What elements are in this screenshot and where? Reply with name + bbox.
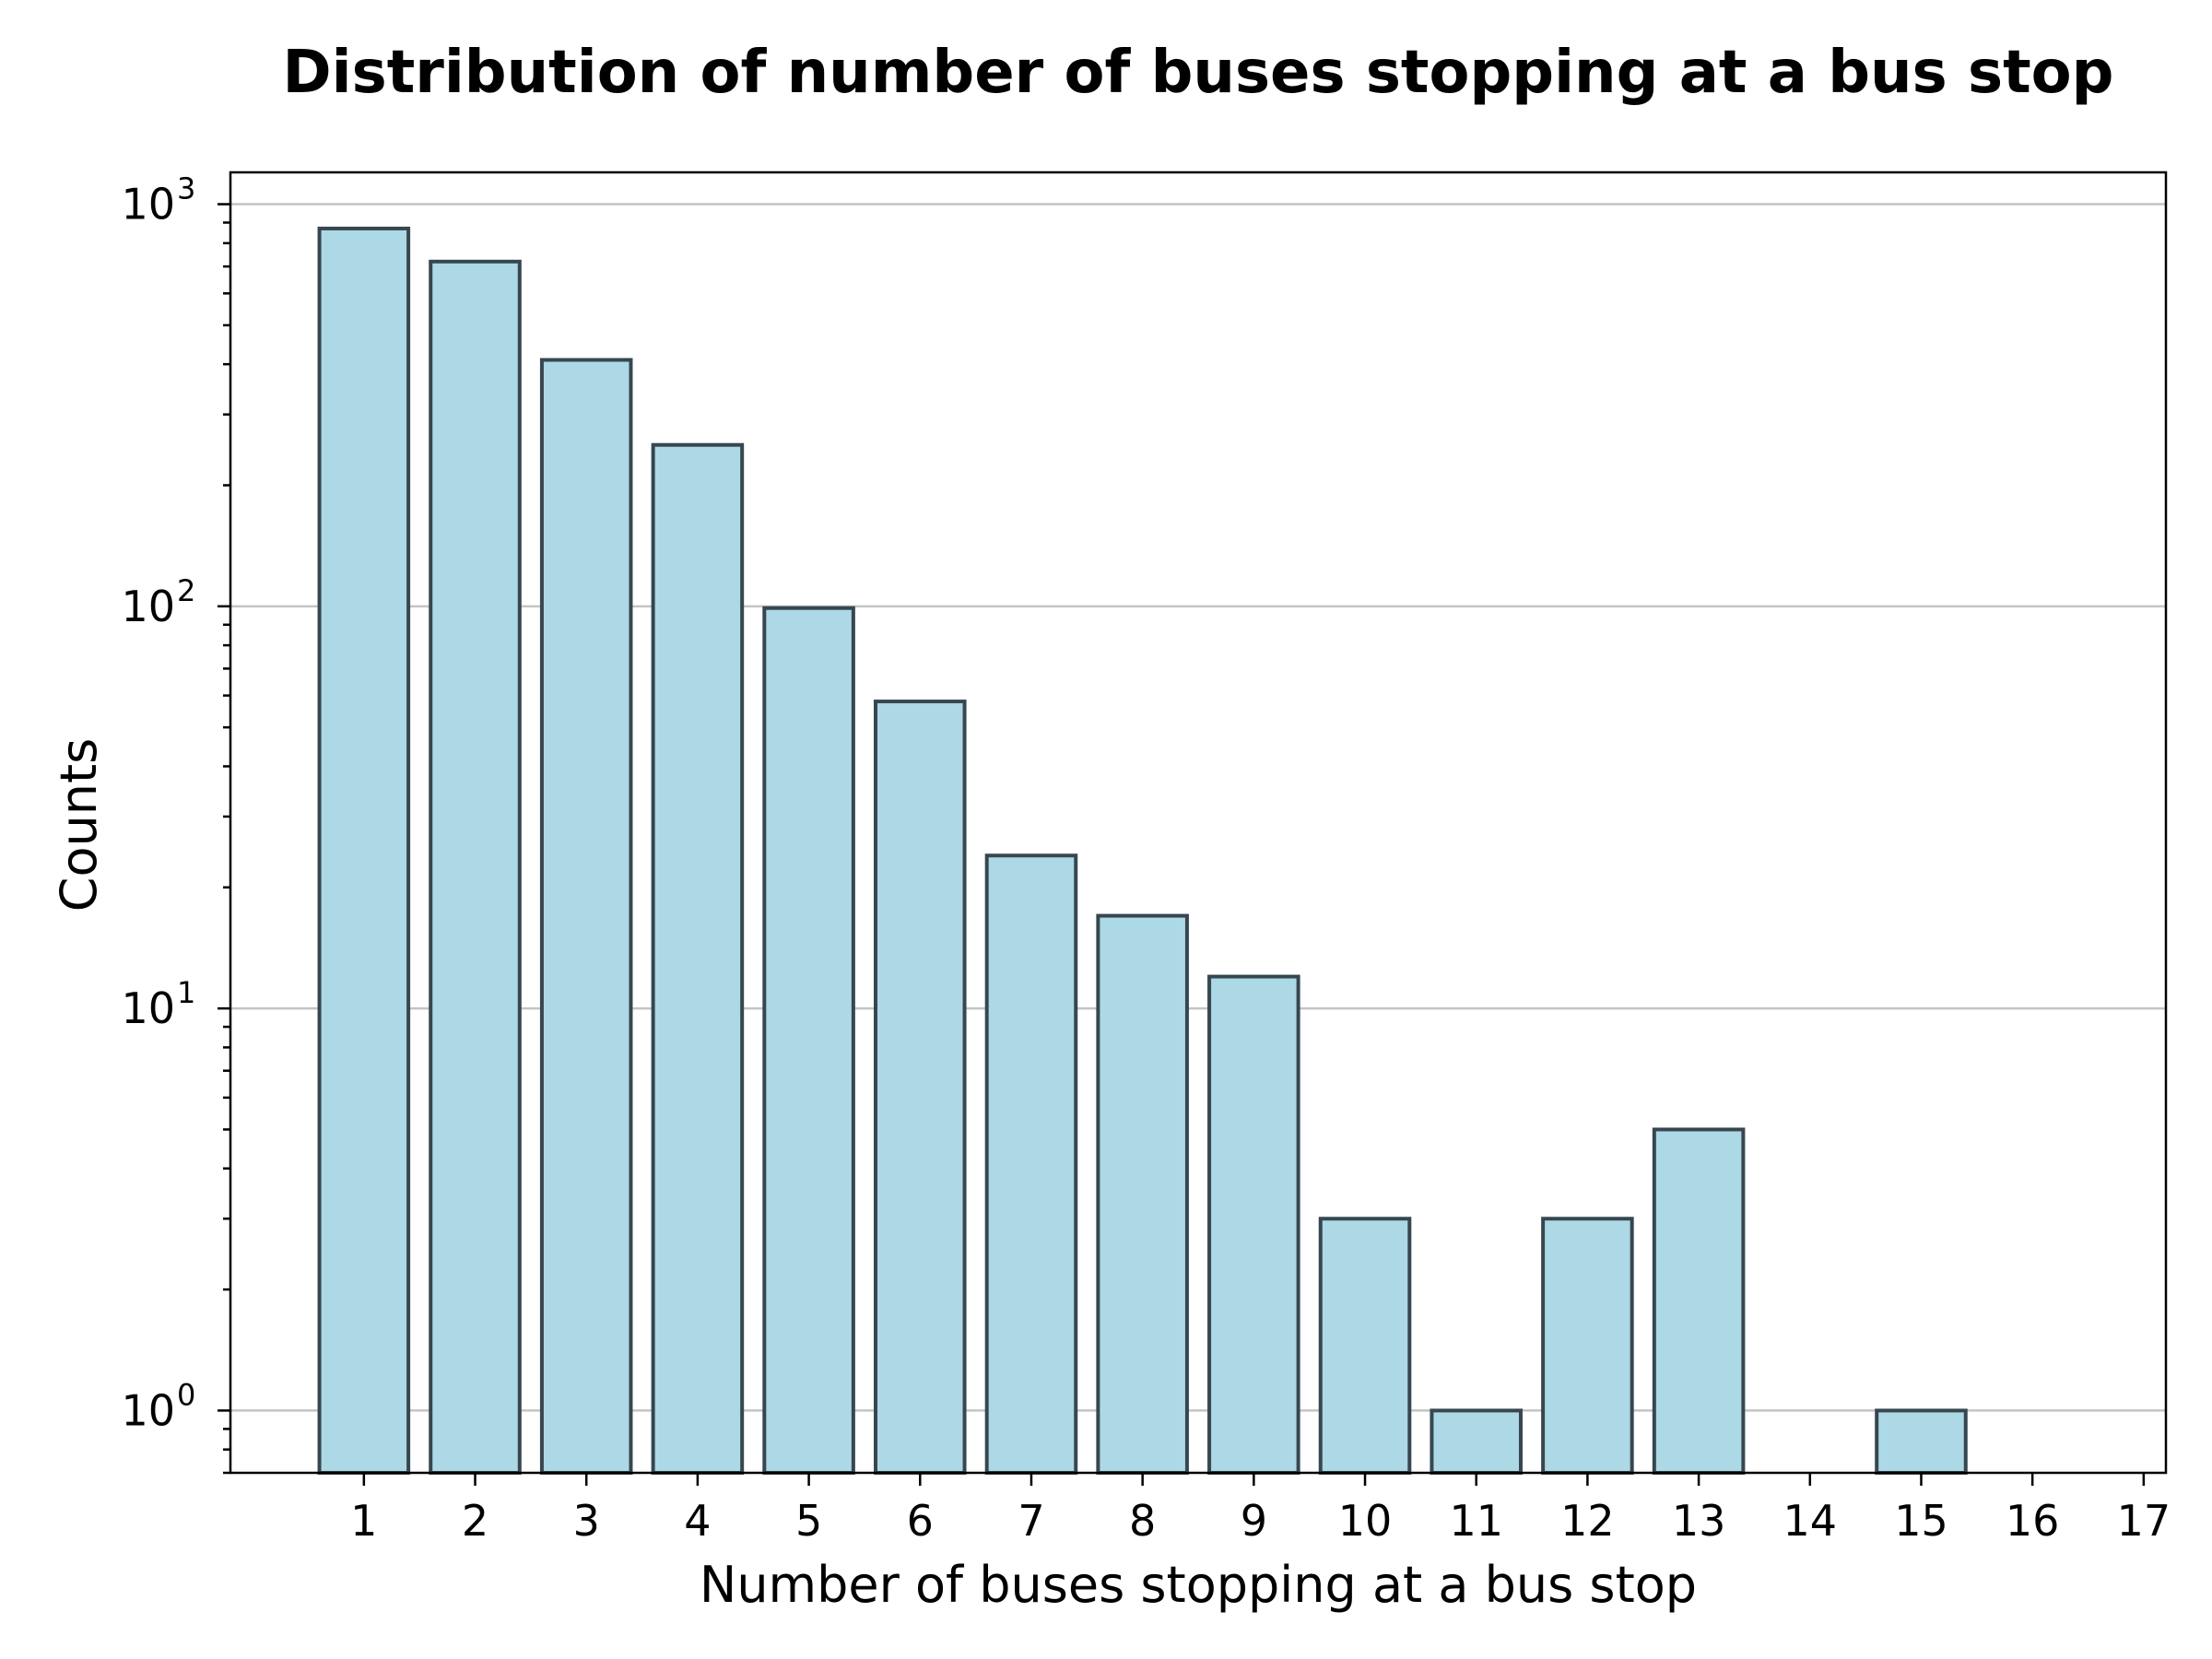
x-axis-ticks: 1 2 3 4 5 6 7 8 9 10 11 12 13 14 15 16 17 [350,1473,2171,1546]
x-tick-label: 3 [573,1496,600,1546]
x-tick-label: 5 [795,1496,822,1546]
x-tick-label: 4 [684,1496,711,1546]
x-tick-label: 17 [2117,1496,2171,1546]
x-tick-label: 9 [1241,1496,1267,1546]
y-tick-base: 10 [121,582,175,631]
bar-5 [762,606,855,1475]
bar-11 [1430,1408,1523,1475]
x-tick-label: 6 [907,1496,934,1546]
x-axis-label: Number of buses stopping at a bus stop [700,1556,1697,1614]
bar-2 [429,259,522,1475]
bar-15 [1875,1408,1968,1475]
bar-6 [874,700,967,1475]
y-tick-base: 10 [121,983,175,1033]
plot-frame [229,171,2168,1475]
x-tick-label: 7 [1018,1496,1044,1546]
x-tick-label: 14 [1783,1496,1838,1546]
y-tick-exponent: 0 [177,1377,195,1412]
x-tick-label: 12 [1560,1496,1615,1546]
x-tick-label: 10 [1338,1496,1393,1546]
bar-10 [1318,1217,1412,1476]
x-tick-label: 16 [2006,1496,2060,1546]
y-tick-exponent: 3 [177,171,195,206]
y-tick-label: 10 3 [121,171,195,229]
bars [317,226,1968,1476]
x-tick-label: 8 [1129,1496,1156,1546]
x-tick-label: 13 [1672,1496,1726,1546]
y-tick-label: 10 2 [121,573,195,631]
y-axis-label: Counts [50,738,108,912]
chart-title: Distribution of number of buses stopping… [283,39,2114,107]
y-tick-exponent: 2 [177,573,195,608]
y-tick-label: 10 0 [121,1377,195,1435]
y-tick-base: 10 [121,1385,175,1435]
x-tick-label: 2 [462,1496,488,1546]
bar-4 [651,442,745,1475]
y-tick-exponent: 1 [177,975,195,1010]
y-tick-label: 10 1 [121,975,195,1033]
y-tick-base: 10 [121,180,175,229]
bar-1 [317,226,411,1475]
bar-3 [539,358,633,1476]
bar-8 [1096,913,1189,1475]
bar-12 [1541,1217,1634,1476]
bar-7 [984,853,1078,1475]
bar-13 [1652,1127,1746,1476]
bar-9 [1207,974,1300,1476]
x-tick-label: 1 [350,1496,377,1546]
x-tick-label: 15 [1894,1496,1948,1546]
x-tick-label: 11 [1449,1496,1503,1546]
